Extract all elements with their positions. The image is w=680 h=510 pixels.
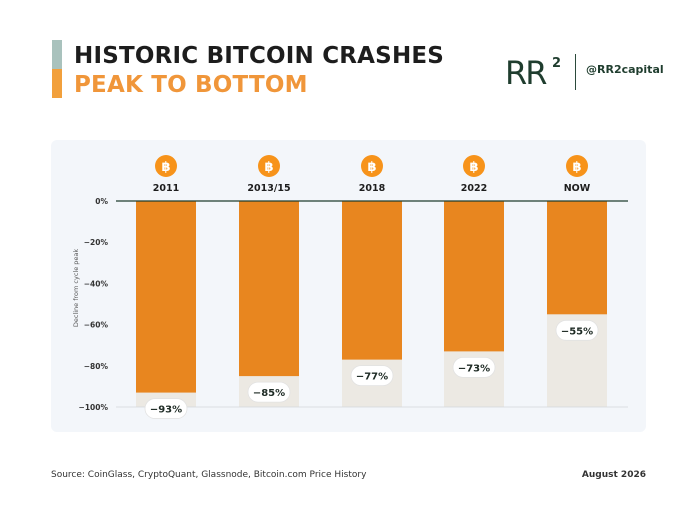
bar-0 (136, 201, 196, 393)
y-tick-label: −100% (79, 403, 109, 412)
rr2-logo: RR 2 (505, 54, 561, 88)
logo-superscript: 2 (552, 56, 561, 71)
bar-4 (547, 201, 607, 315)
bitcoin-icon: ฿ (361, 155, 383, 177)
category-label: 2013/15 (247, 183, 290, 194)
date-note: August 2026 (581, 470, 646, 480)
source-note: Source: CoinGlass, CryptoQuant, Glassnod… (51, 470, 367, 480)
svg-text:฿: ฿ (367, 160, 376, 175)
y-tick-label: −60% (84, 321, 109, 330)
svg-text:฿: ฿ (161, 160, 170, 175)
y-tick-label: −20% (84, 238, 109, 247)
svg-text:฿: ฿ (264, 160, 273, 175)
logo-text: RR (505, 54, 547, 88)
value-label: −85% (253, 388, 285, 399)
value-label: −73% (458, 363, 490, 374)
value-pill: −77% (350, 365, 394, 387)
y-tick-label: 0% (95, 197, 108, 206)
logo-divider (575, 54, 576, 90)
category-label: 2018 (359, 183, 386, 194)
category-label: NOW (564, 183, 591, 194)
twitter-handle: @RR2capital (586, 63, 664, 76)
bitcoin-icon: ฿ (258, 155, 280, 177)
chart-title: HISTORIC BITCOIN CRASHES (74, 43, 445, 69)
y-tick-label: −40% (84, 279, 109, 288)
bitcoin-icon: ฿ (155, 155, 177, 177)
value-pill: −73% (452, 356, 496, 378)
title-accent-top (52, 40, 62, 69)
y-tick-label: −80% (84, 362, 109, 371)
svg-text:฿: ฿ (572, 160, 581, 175)
bitcoin-icon: ฿ (463, 155, 485, 177)
value-label: −55% (561, 326, 593, 337)
bitcoin-icon: ฿ (566, 155, 588, 177)
bar-2 (342, 201, 402, 360)
y-axis-label: Decline from cycle peak (72, 249, 80, 328)
value-pill: −85% (247, 381, 291, 403)
value-label: −77% (356, 372, 388, 383)
title-accent-bottom (52, 69, 62, 98)
value-pill: −93% (144, 398, 188, 419)
value-label: −93% (150, 405, 182, 416)
chart-subtitle: PEAK TO BOTTOM (74, 72, 308, 98)
bar-3 (444, 201, 504, 352)
svg-text:฿: ฿ (469, 160, 478, 175)
value-pill: −55% (555, 319, 599, 341)
category-label: 2022 (461, 183, 487, 194)
category-label: 2011 (153, 183, 179, 194)
bar-1 (239, 201, 299, 377)
